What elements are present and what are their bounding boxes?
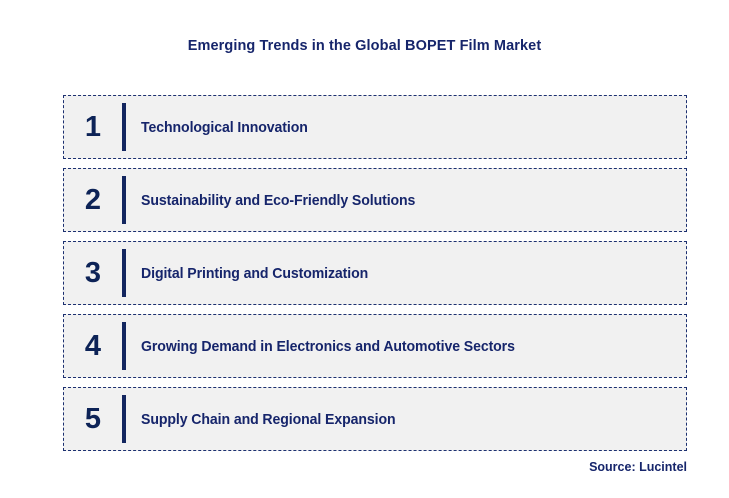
trend-number: 4: [84, 329, 102, 362]
list-item: 3 Digital Printing and Customization: [63, 241, 687, 305]
trend-number: 5: [84, 402, 102, 435]
trend-label: Growing Demand in Electronics and Automo…: [141, 337, 515, 355]
list-item: 5 Supply Chain and Regional Expansion: [63, 387, 687, 451]
source-attribution: Source: Lucintel: [589, 460, 687, 474]
trend-number: 2: [84, 183, 102, 216]
trend-label: Digital Printing and Customization: [141, 264, 369, 282]
list-item: 4 Growing Demand in Electronics and Auto…: [63, 314, 687, 378]
list-item: 1 Technological Innovation: [63, 95, 687, 159]
divider-bar: [122, 322, 126, 370]
trend-label: Supply Chain and Regional Expansion: [141, 410, 396, 428]
trend-label: Sustainability and Eco-Friendly Solution…: [141, 191, 416, 209]
trend-label: Technological Innovation: [141, 118, 308, 136]
trend-number: 3: [84, 256, 102, 289]
page-title: Emerging Trends in the Global BOPET Film…: [187, 38, 542, 54]
trend-list: 1 Technological Innovation 2 Sustainabil…: [63, 95, 687, 451]
list-item: 2 Sustainability and Eco-Friendly Soluti…: [63, 168, 687, 232]
divider-bar: [122, 103, 126, 151]
trend-number: 1: [84, 110, 102, 143]
divider-bar: [122, 395, 126, 443]
divider-bar: [122, 176, 126, 224]
divider-bar: [122, 249, 126, 297]
